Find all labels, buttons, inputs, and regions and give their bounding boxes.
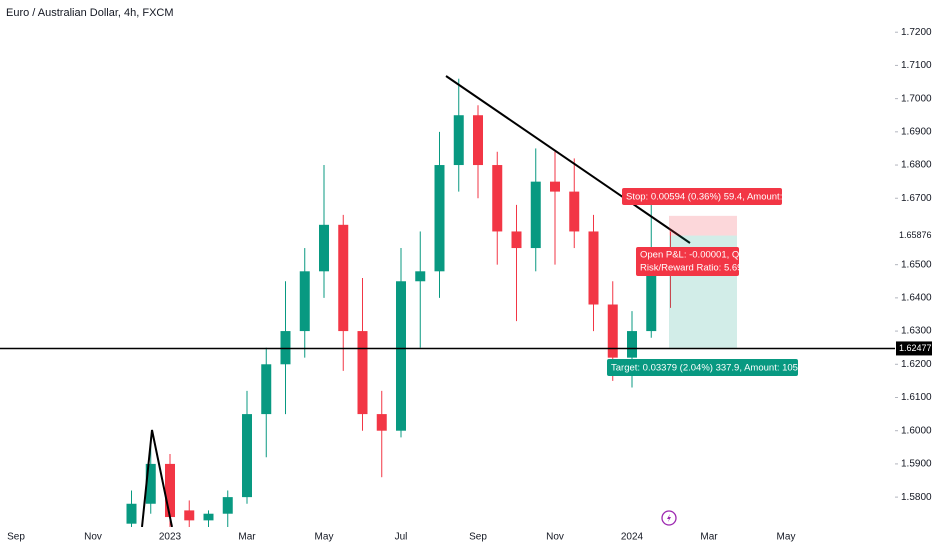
candle-body — [145, 463, 156, 504]
hline-label: 1.62477 — [899, 343, 932, 353]
candle-body — [434, 165, 445, 272]
y-tick-label: 1.62000 — [901, 359, 932, 370]
candle-body — [492, 165, 503, 232]
candle-body — [242, 414, 252, 498]
candle-body — [222, 497, 233, 514]
x-tick-label: Sep — [7, 532, 25, 543]
target-text: Target: 0.03379 (2.04%) 337.9, Amount: 1… — [611, 363, 816, 374]
pnl-text: Open P&L: -0.00001, Qty: 84175 — [640, 250, 778, 261]
candle-body — [338, 224, 349, 332]
candle-body — [569, 191, 580, 232]
y-tick-label: 1.64000 — [901, 293, 932, 304]
x-tick-label: Mar — [700, 532, 718, 543]
candle-body — [376, 414, 387, 431]
candle-body — [280, 331, 291, 365]
x-tick-label: Sep — [469, 532, 487, 543]
x-tick-label: 2024 — [621, 532, 644, 543]
x-tick-label: Nov — [84, 532, 102, 543]
entry-label-bg — [896, 228, 932, 243]
y-tick-label: 1.65000 — [901, 259, 932, 270]
candle-body — [588, 231, 599, 305]
candle-body — [550, 181, 560, 192]
candle-body — [607, 304, 618, 358]
x-tick-label: Nov — [546, 532, 564, 543]
event-icon[interactable] — [661, 510, 677, 526]
candle-body — [415, 271, 426, 282]
y-tick-label: 1.60000 — [901, 425, 932, 436]
candle-body — [530, 181, 541, 249]
y-tick-label: 1.59000 — [901, 459, 932, 470]
candle-body — [165, 463, 175, 518]
trend-line — [445, 75, 691, 244]
y-tick-label: 1.70000 — [901, 93, 932, 104]
candle-body — [646, 248, 657, 332]
candle-body — [126, 503, 137, 524]
rr-text: Risk/Reward Ratio: 5.69 — [640, 263, 742, 274]
y-tick-label: 1.69000 — [901, 126, 932, 137]
candle-body — [299, 271, 310, 332]
hline-label-bg — [896, 341, 932, 356]
pnl-box — [636, 247, 739, 276]
y-tick-label: 1.58000 — [901, 492, 932, 503]
candle-body — [203, 513, 214, 521]
plot-area — [126, 78, 676, 527]
chart-title: Euro / Australian Dollar, 4h, FXCM — [6, 7, 174, 19]
y-tick-label: 1.72000 — [901, 27, 932, 38]
stop-zone — [669, 215, 737, 236]
candle-body — [473, 115, 483, 166]
candle-body — [319, 224, 329, 272]
y-tick-label: 1.71000 — [901, 60, 932, 71]
candle-body — [511, 231, 522, 249]
x-tick-label: May — [777, 532, 796, 543]
y-tick-label: 1.63000 — [901, 326, 932, 337]
candle-body — [627, 331, 637, 358]
x-tick-label: Jul — [395, 532, 408, 543]
candle-body — [261, 364, 272, 415]
entry-label: 1.65876 — [899, 230, 932, 240]
triangle-drawing — [141, 429, 173, 527]
target-box — [607, 359, 798, 376]
candle-body — [184, 510, 195, 521]
candle-body — [357, 331, 368, 415]
stop-box — [622, 188, 782, 205]
candle-body — [453, 115, 464, 166]
stop-text: Stop: 0.00594 (0.36%) 59.4, Amount: 990 — [626, 192, 801, 203]
x-tick-label: May — [315, 532, 334, 543]
y-tick-label: 1.61000 — [901, 392, 932, 403]
candle-body — [396, 281, 406, 431]
y-tick-label: 1.67000 — [901, 193, 932, 204]
x-tick-label: Mar — [238, 532, 256, 543]
y-tick-label: 1.68000 — [901, 160, 932, 171]
x-tick-label: 2023 — [159, 532, 182, 543]
